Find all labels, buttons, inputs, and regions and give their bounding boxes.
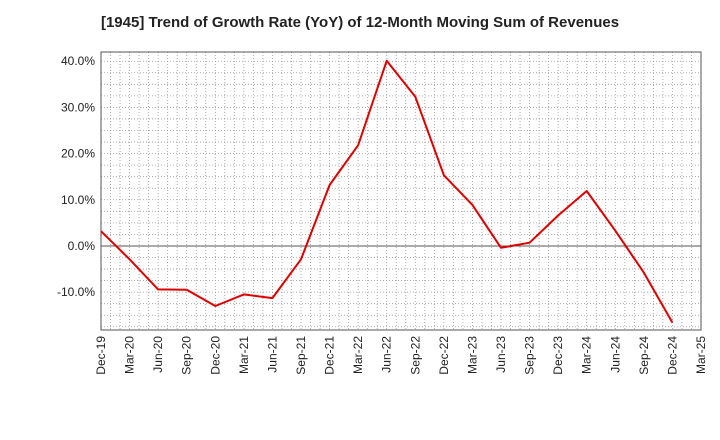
y-tick-label: 10.0% (61, 193, 95, 207)
x-tick-label: Sep-24 (637, 336, 651, 375)
x-axis-labels: Dec-19 Mar-20 Jun-20 Sep-20 Dec-20 Mar-21 Jun-… (94, 336, 708, 375)
y-tick-label: 20.0% (61, 147, 95, 161)
x-tick-label: Dec-22 (437, 336, 451, 375)
y-tick-label: 40.0% (61, 54, 95, 68)
plot-area (100, 51, 702, 331)
y-tick-label: 30.0% (61, 100, 95, 114)
y-axis-labels: 40.0% 30.0% 20.0% 10.0% 0.0% -10.0% (57, 54, 95, 299)
x-tick-label: Dec-23 (551, 336, 565, 375)
x-tick-label: Mar-23 (465, 336, 479, 374)
x-tick-label: Jun-21 (265, 336, 279, 373)
x-tick-label: Dec-24 (665, 336, 679, 375)
x-tick-label: Sep-22 (408, 336, 422, 375)
x-tick-label: Jun-20 (151, 336, 165, 373)
x-tick-label: Jun-22 (380, 336, 394, 373)
x-tick-label: Sep-23 (523, 336, 537, 375)
y-tick-label: 0.0% (68, 239, 96, 253)
x-tick-label: Mar-20 (123, 336, 137, 374)
x-tick-label: Jun-24 (608, 336, 622, 373)
x-tick-label: Mar-24 (580, 336, 594, 374)
x-tick-label: Mar-21 (237, 336, 251, 374)
x-tick-label: Jun-23 (494, 336, 508, 373)
gridlines (101, 52, 701, 330)
x-tick-label: Mar-22 (351, 336, 365, 374)
x-tick-label: Dec-21 (323, 336, 337, 375)
series-line (100, 59, 674, 324)
x-tick-label: Dec-19 (94, 336, 108, 375)
x-tick-label: Sep-21 (294, 336, 308, 375)
x-tick-label: Dec-20 (208, 336, 222, 375)
chart-title: [1945] Trend of Growth Rate (YoY) of 12-… (100, 14, 620, 31)
x-tick-label: Sep-20 (180, 336, 194, 375)
y-tick-label: -10.0% (57, 285, 95, 299)
x-tick-label: Mar-25 (694, 336, 708, 374)
